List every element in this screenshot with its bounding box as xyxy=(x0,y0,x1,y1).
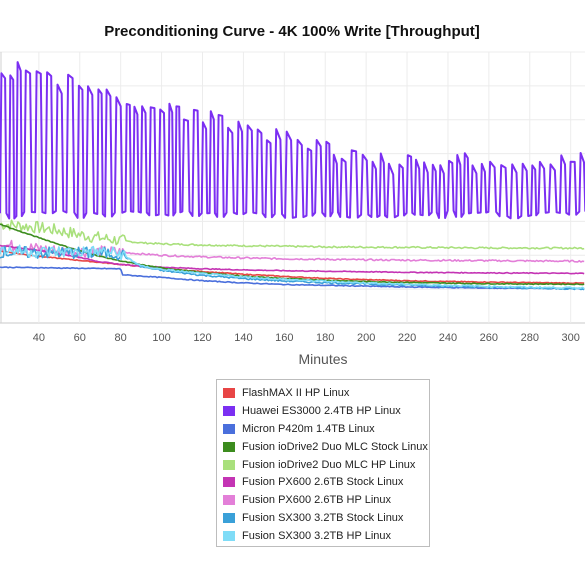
legend-label: FlashMAX II HP Linux xyxy=(242,386,350,399)
x-tick-label: 80 xyxy=(115,332,127,344)
series-layer xyxy=(0,61,585,291)
legend-swatch xyxy=(223,531,235,542)
legend-item: Huawei ES3000 2.4TB HP Linux xyxy=(223,402,423,420)
x-tick-label: 220 xyxy=(398,332,416,344)
series-line-5 xyxy=(0,219,585,250)
legend-item: FlashMAX II HP Linux xyxy=(223,384,423,402)
legend-item: Fusion SX300 3.2TB Stock Linux xyxy=(223,509,423,527)
series-line-9 xyxy=(0,244,585,290)
x-tick-label: 100 xyxy=(152,332,170,344)
legend-swatch xyxy=(223,477,235,488)
chart-legend: FlashMAX II HP Linux Huawei ES3000 2.4TB … xyxy=(216,379,430,547)
series-line-2 xyxy=(0,61,585,220)
legend-label: Fusion SX300 3.2TB HP Linux xyxy=(242,530,391,543)
x-tick-label: 120 xyxy=(193,332,211,344)
legend-swatch xyxy=(223,387,235,398)
legend-label: Fusion ioDrive2 Duo MLC HP Linux xyxy=(242,458,416,471)
x-axis-label: Minutes xyxy=(298,351,347,367)
series-line-6 xyxy=(0,244,585,275)
legend-label: Fusion PX600 2.6TB HP Linux xyxy=(242,494,391,507)
legend-item: Fusion SX300 3.2TB HP Linux xyxy=(223,527,423,545)
legend-swatch xyxy=(223,423,235,434)
x-tick-label: 40 xyxy=(33,332,45,344)
series-line-7 xyxy=(0,239,585,263)
legend-label: Fusion ioDrive2 Duo MLC Stock Linux xyxy=(242,440,428,453)
x-tick-label: 180 xyxy=(316,332,334,344)
legend-item: Fusion PX600 2.6TB HP Linux xyxy=(223,491,423,509)
legend-swatch xyxy=(223,441,235,452)
legend-item: Micron P420m 1.4TB Linux xyxy=(223,420,423,438)
legend-swatch xyxy=(223,495,235,506)
x-tick-label: 260 xyxy=(480,332,498,344)
legend-label: Micron P420m 1.4TB Linux xyxy=(242,422,375,435)
x-tick-label: 280 xyxy=(521,332,539,344)
x-tick-label: 160 xyxy=(275,332,293,344)
legend-label: Fusion PX600 2.6TB Stock Linux xyxy=(242,476,404,489)
legend-label: Huawei ES3000 2.4TB HP Linux xyxy=(242,404,401,417)
gridlines xyxy=(0,51,585,324)
series-line-1 xyxy=(0,250,585,285)
x-tick-label: 300 xyxy=(562,332,580,344)
legend-swatch xyxy=(223,405,235,416)
x-tick-label: 200 xyxy=(357,332,375,344)
legend-swatch xyxy=(223,513,235,524)
chart-title: Preconditioning Curve - 4K 100% Write [T… xyxy=(104,23,480,40)
legend-swatch xyxy=(223,459,235,470)
x-axis-ticks: 40 60 80 100 120 140 160 180 200 220 240 260 280 300 xyxy=(33,332,580,344)
series-line-4 xyxy=(0,223,585,286)
legend-item: Fusion ioDrive2 Duo MLC HP Linux xyxy=(223,456,423,474)
x-tick-label: 140 xyxy=(234,332,252,344)
legend-item: Fusion PX600 2.6TB Stock Linux xyxy=(223,473,423,491)
x-tick-label: 240 xyxy=(439,332,457,344)
legend-label: Fusion SX300 3.2TB Stock Linux xyxy=(242,512,404,525)
x-tick-label: 60 xyxy=(74,332,86,344)
legend-item: Fusion ioDrive2 Duo MLC Stock Linux xyxy=(223,438,428,456)
